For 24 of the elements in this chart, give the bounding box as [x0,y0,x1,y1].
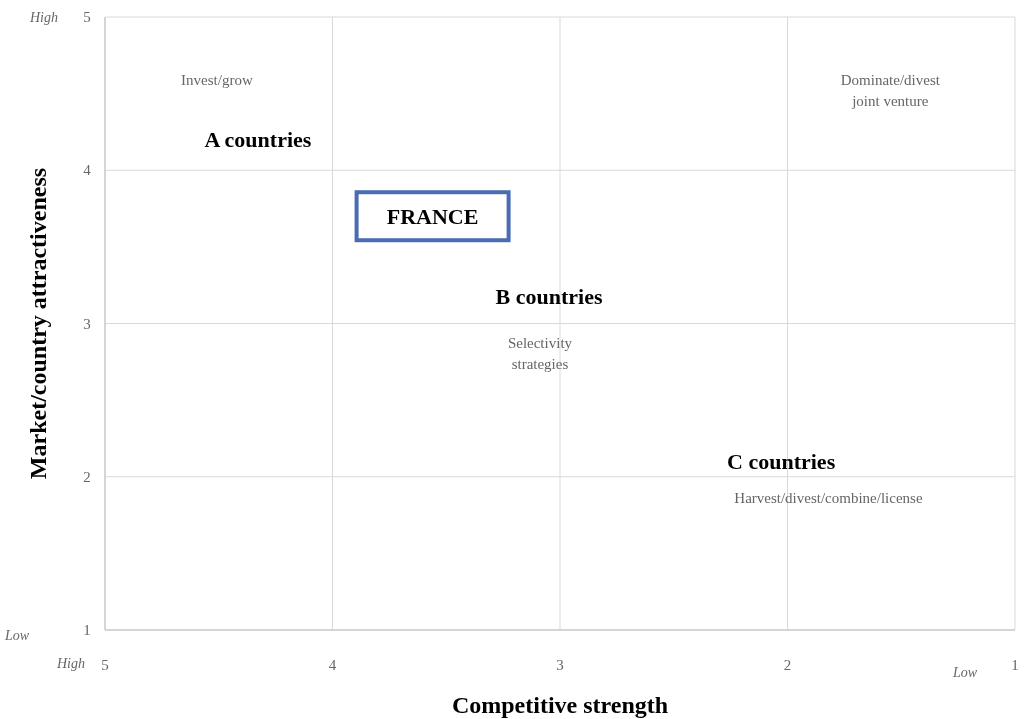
annotation: C countries [727,449,836,475]
annotation: Invest/grow [181,72,253,89]
x-tick-label: 3 [556,657,564,673]
text: High [29,10,58,25]
x-tick-label: 4 [328,657,337,673]
y-axis-title: Market/country attractiveness [25,167,51,480]
text: Low [952,665,978,680]
x-tick-label: 2 [783,657,792,673]
text: Low [4,628,30,643]
annotation: Selectivity strategies [507,334,573,372]
annotation: B countries [495,283,603,309]
x-axis-title: Competitive strength [451,692,669,718]
annotation: A countries [204,127,312,153]
text: High [56,656,85,671]
x-tick-label: 5 [101,657,109,673]
y-tick-label: 5 [83,9,91,25]
y-tick-label: 2 [83,468,91,485]
y-tick-label: 4 [83,162,92,179]
y-tick-label: 3 [83,315,91,332]
x-tick-label: 1 [1011,657,1019,673]
y-tick-label: 1 [83,622,91,638]
annotation: FRANCE [386,203,479,229]
annotation: Harvest/divest/combine/license [734,490,923,507]
annotation: Dominate/divest joint venture [840,72,941,110]
